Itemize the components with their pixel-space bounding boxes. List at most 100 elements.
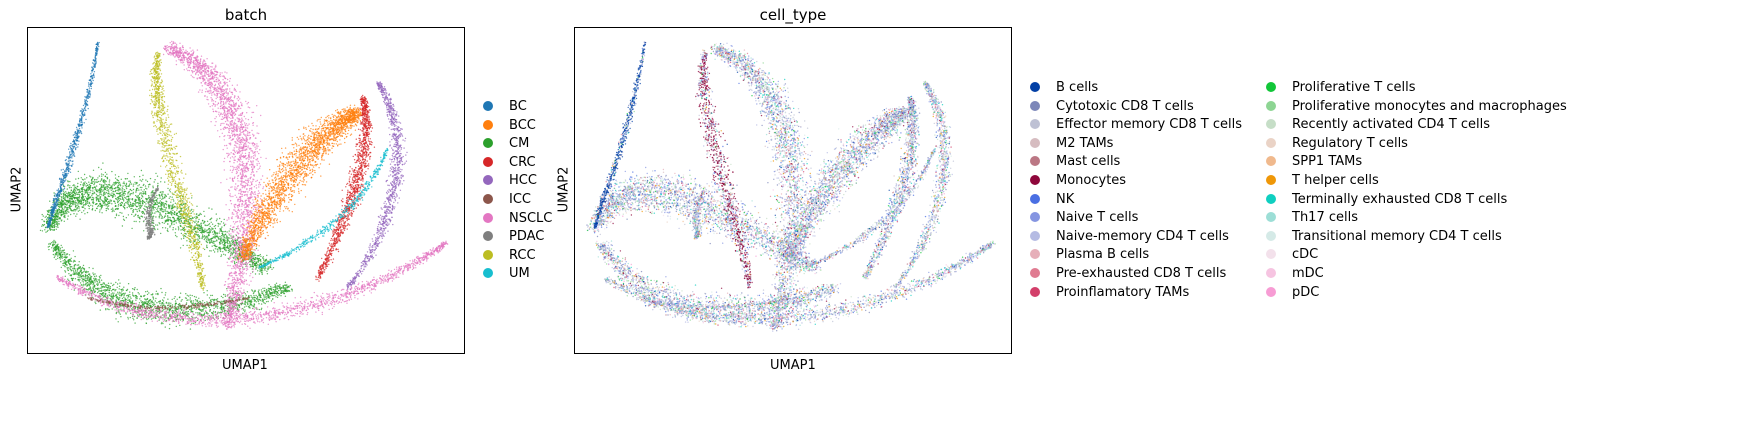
scatter-point — [244, 309, 246, 311]
scatter-point — [255, 268, 257, 270]
scatter-point — [56, 212, 58, 215]
scatter-point — [219, 217, 221, 220]
scatter-point — [48, 214, 50, 217]
scatter-point — [117, 291, 119, 293]
scatter-point — [103, 294, 105, 296]
scatter-point — [183, 226, 185, 229]
scatter-point — [116, 189, 118, 192]
scatter-point — [83, 107, 86, 110]
scatter-point — [148, 300, 151, 302]
scatter-point — [107, 308, 109, 310]
scatter-point — [164, 227, 167, 229]
scatter-point — [69, 199, 71, 202]
scatter-point — [121, 187, 123, 189]
scatter-point — [72, 141, 74, 143]
scatter-point — [125, 182, 128, 185]
scatter-point — [274, 291, 276, 293]
scatter-point — [127, 195, 129, 197]
scatter-point — [123, 286, 125, 288]
scatter-point — [184, 311, 186, 313]
scatter-point — [212, 242, 214, 244]
scatter-point — [80, 132, 83, 135]
scatter-point — [252, 292, 255, 295]
scatter-point — [197, 228, 200, 231]
scatter-point — [214, 234, 216, 236]
scatter-point — [55, 210, 57, 212]
scatter-point — [107, 186, 110, 188]
scatter-point — [89, 188, 91, 191]
scatter-point — [260, 308, 262, 311]
scatter-point — [136, 196, 138, 198]
scatter-point — [53, 200, 55, 202]
scatter-point — [213, 241, 215, 243]
scatter-point — [76, 185, 78, 188]
scatter-point — [130, 297, 132, 299]
scatter-point — [147, 301, 150, 304]
scatter-point — [66, 156, 68, 158]
scatter-point — [115, 213, 118, 215]
scatter-point — [201, 237, 203, 240]
scatter-point — [64, 270, 66, 272]
scatter-point — [282, 284, 284, 287]
scatter-point — [59, 212, 62, 214]
scatter-point — [135, 299, 137, 301]
scatter-point — [108, 181, 111, 183]
scatter-point — [96, 207, 98, 210]
scatter-point — [115, 197, 117, 200]
scatter-point — [250, 301, 252, 303]
scatter-point — [151, 300, 153, 302]
scatter-point — [100, 184, 103, 186]
scatter-point — [229, 241, 231, 243]
scatter-point — [101, 178, 103, 180]
scatter-point — [102, 184, 104, 186]
scatter-point — [111, 308, 113, 310]
scatter-point — [86, 271, 88, 273]
scatter-point — [167, 220, 170, 222]
scatter-point — [56, 221, 58, 223]
scatter-point — [92, 79, 94, 82]
scatter-point — [76, 270, 78, 272]
scatter-point — [127, 318, 129, 320]
scatter-point — [60, 250, 62, 252]
scatter-point — [92, 67, 94, 69]
scatter-point — [47, 225, 50, 227]
scatter-point — [112, 297, 114, 299]
scatter-point — [220, 221, 223, 223]
scatter-point — [139, 206, 141, 209]
scatter-point — [220, 300, 222, 302]
scatter-point — [110, 189, 113, 191]
scatter-point — [160, 204, 162, 206]
scatter-point — [144, 192, 147, 194]
scatter-point — [95, 193, 98, 196]
scatter-point — [161, 202, 163, 204]
scatter-point — [57, 248, 60, 251]
scatter-point — [232, 247, 234, 249]
scatter-point — [179, 308, 182, 310]
scatter-point — [129, 180, 131, 182]
scatter-point — [74, 255, 76, 258]
scatter-point — [145, 206, 147, 208]
scatter-point — [103, 197, 106, 199]
scatter-point — [112, 196, 114, 198]
scatter-point — [205, 307, 207, 309]
scatter-point — [77, 177, 80, 180]
scatter-point — [208, 240, 211, 242]
scatter-point — [52, 241, 54, 243]
scatter-point — [105, 198, 107, 200]
scatter-point — [57, 223, 59, 225]
scatter-point — [193, 247, 195, 249]
scatter-point — [92, 77, 94, 79]
scatter-point — [145, 322, 148, 325]
scatter-point — [119, 294, 121, 297]
scatter-point — [164, 220, 167, 223]
scatter-point — [110, 194, 113, 196]
scatter-point — [206, 232, 208, 234]
scatter-point — [221, 309, 223, 311]
scatter-point — [87, 189, 90, 191]
scatter-point — [47, 229, 49, 232]
scatter-point — [127, 192, 129, 194]
scatter-point — [225, 235, 228, 237]
scatter-point — [60, 196, 63, 198]
scatter-point — [221, 226, 223, 228]
scatter-point — [230, 237, 232, 239]
